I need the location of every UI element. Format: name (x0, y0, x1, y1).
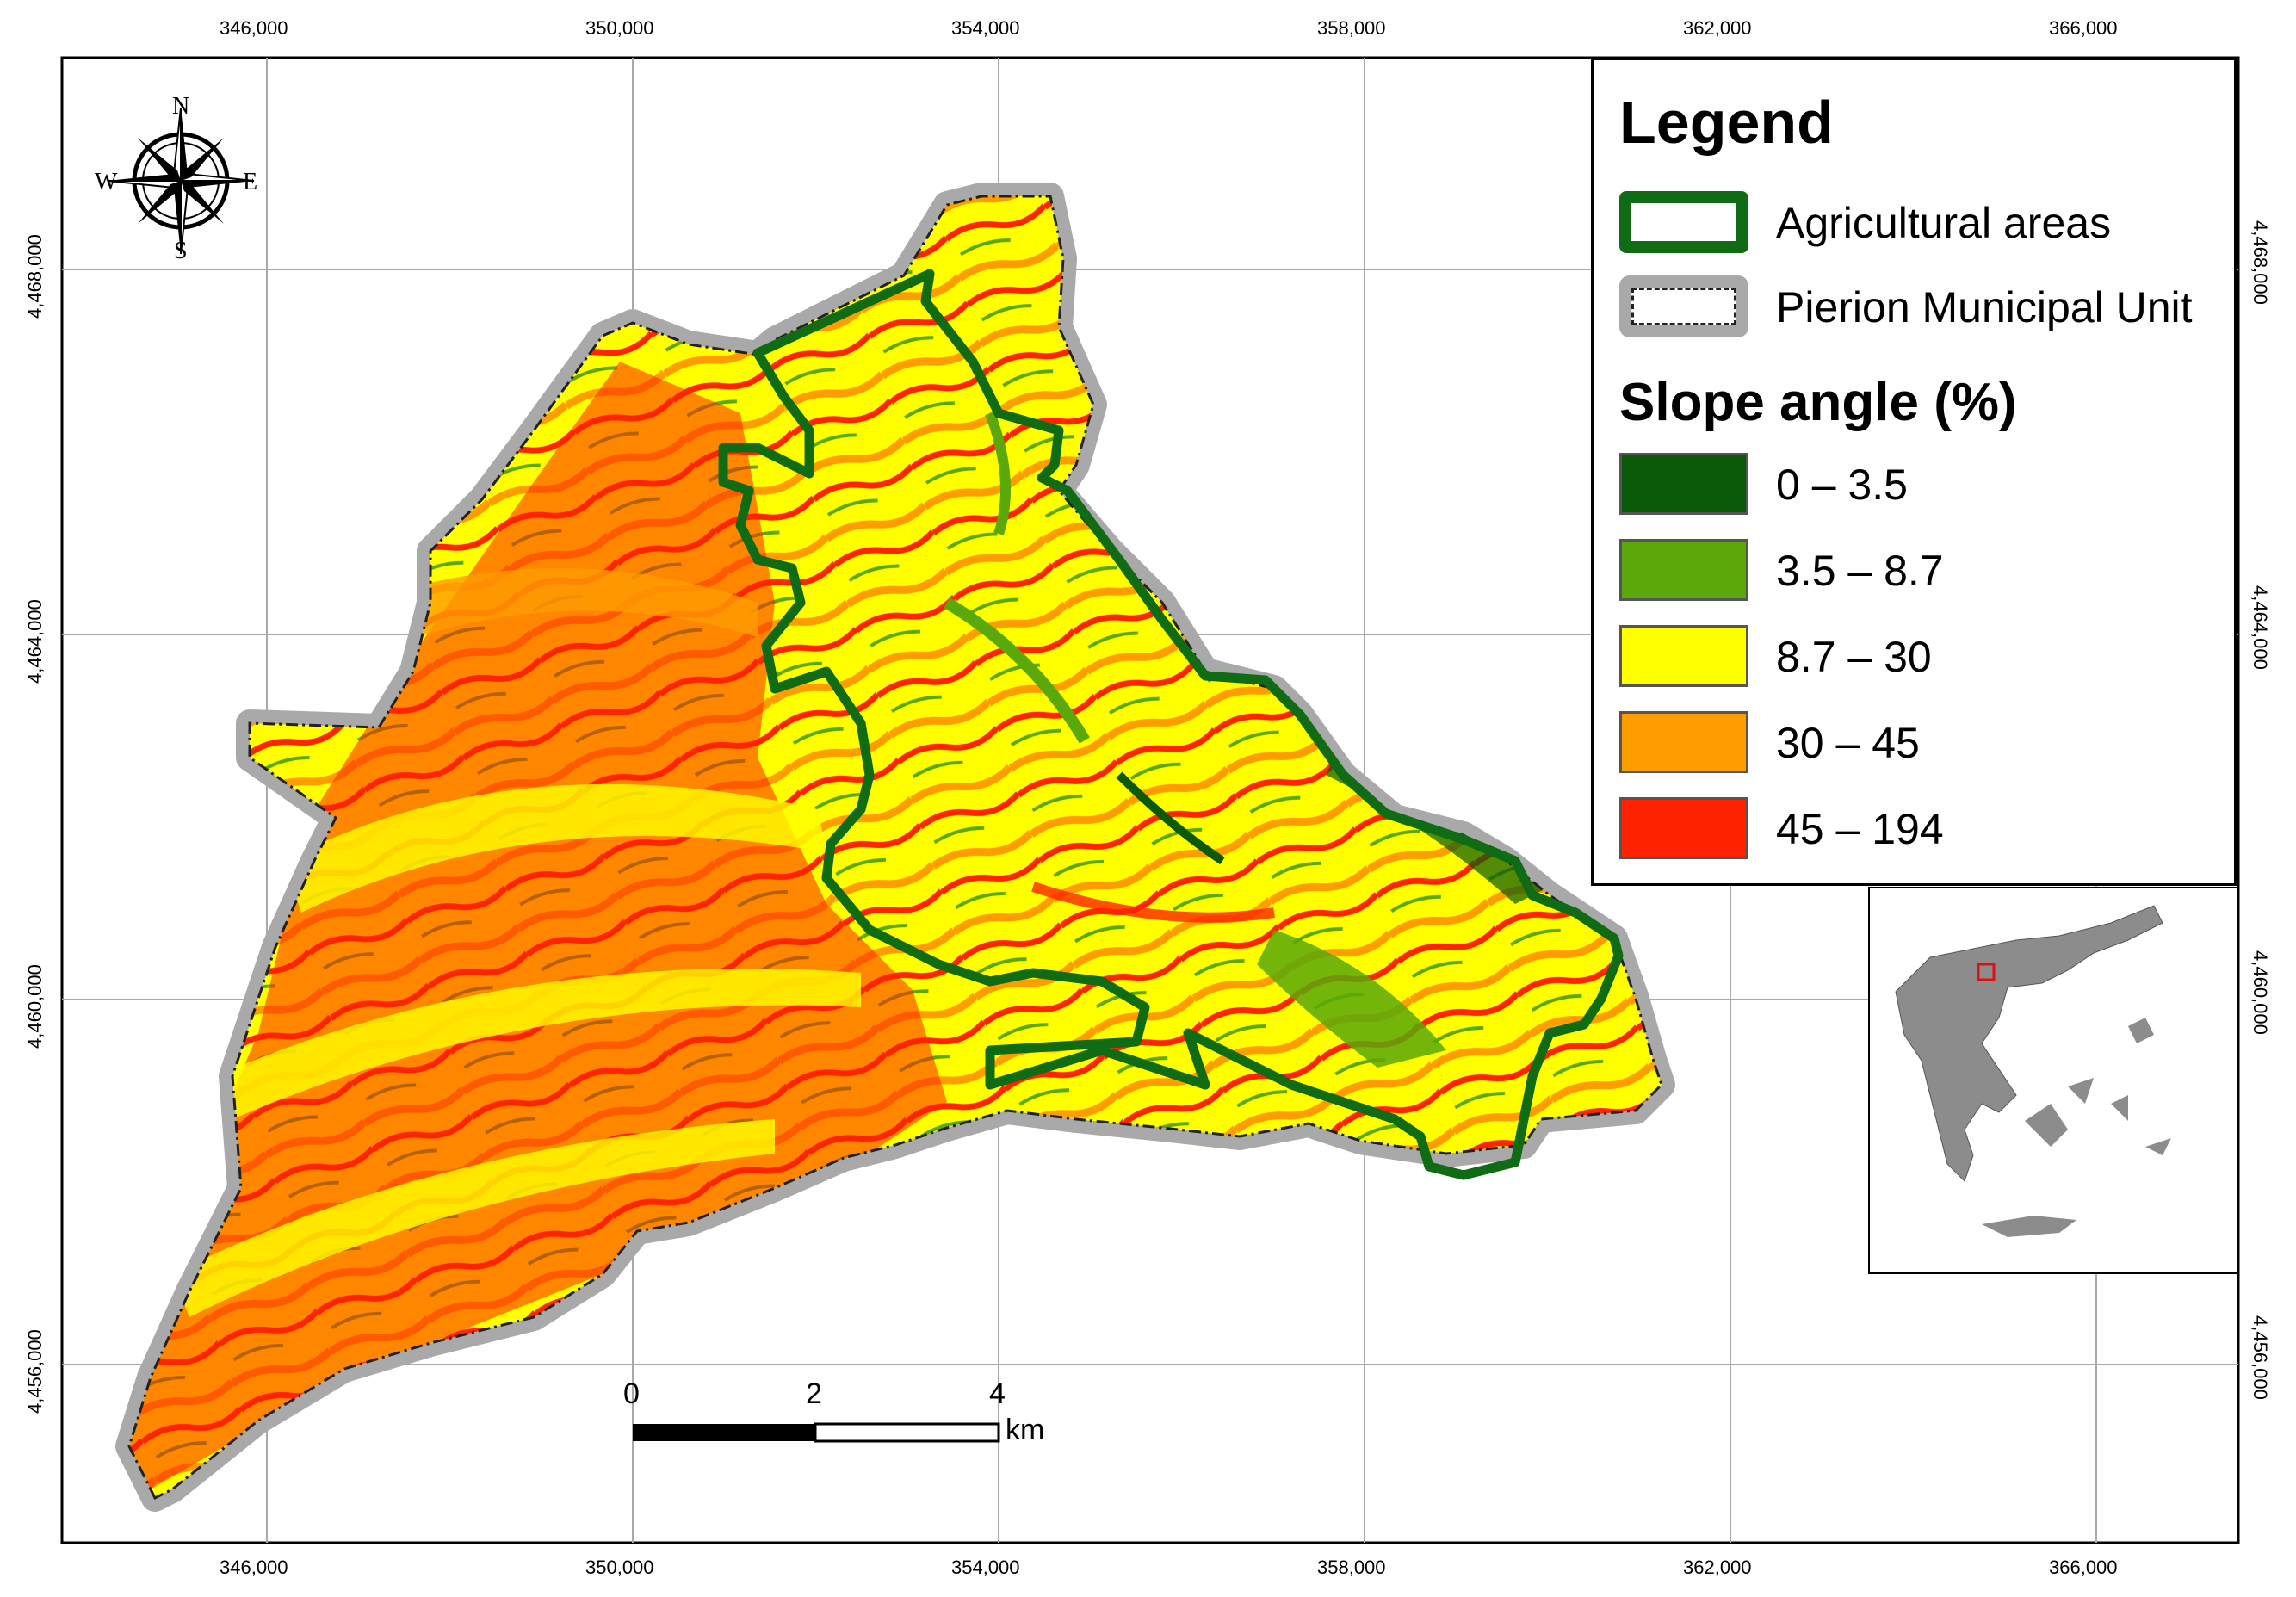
legend-item-slope: 45 – 194 (1619, 797, 2222, 866)
x-tick-label: 358,000 (1317, 17, 1386, 39)
x-tick-label: 362,000 (1683, 17, 1752, 39)
legend-label: 30 – 45 (1776, 719, 1920, 767)
y-tick-label: 4,468,000 (2250, 220, 2271, 305)
x-tick-label: 362,000 (1683, 1557, 1752, 1578)
scale-unit: km (1006, 1414, 1045, 1446)
slope-swatch (1619, 711, 1748, 773)
y-tick-label: 4,460,000 (24, 964, 46, 1049)
scale-bar (633, 1422, 1000, 1443)
legend-item-slope: 0 – 3.5 (1619, 453, 2222, 522)
x-tick-label: 346,000 (220, 17, 288, 39)
compass-west-label: W (95, 169, 118, 195)
legend-label: 45 – 194 (1776, 805, 1944, 853)
x-tick-label: 366,000 (2049, 17, 2118, 39)
legend-item-slope: 30 – 45 (1619, 711, 2222, 780)
agricultural-swatch (1619, 191, 1748, 253)
y-tick-label: 4,460,000 (2250, 950, 2271, 1035)
legend-label: Agricultural areas (1776, 199, 2112, 247)
x-tick-label: 350,000 (585, 1557, 654, 1578)
y-tick-label: 4,456,000 (24, 1329, 46, 1414)
slope-swatch (1619, 539, 1748, 601)
y-tick-label: 4,456,000 (2250, 1315, 2271, 1400)
compass-rose-icon (107, 107, 255, 255)
inset-map-greece (1868, 887, 2238, 1274)
compass-east-label: E (243, 169, 258, 195)
slope-swatch (1619, 453, 1748, 515)
legend-label: Pierion Municipal Unit (1776, 283, 2193, 331)
compass-south-label: S (174, 238, 188, 264)
study-area-marker (1977, 963, 1996, 981)
legend-panel: Legend Agricultural areas Pierion Munici… (1591, 58, 2237, 886)
slope-swatch (1619, 625, 1748, 687)
compass-north-label: N (172, 93, 190, 120)
x-tick-label: 366,000 (2049, 1557, 2118, 1578)
x-tick-label: 354,000 (951, 17, 1020, 39)
x-tick-label: 350,000 (585, 17, 654, 39)
legend-item-agricultural: Agricultural areas (1619, 191, 2222, 260)
x-tick-label: 346,000 (220, 1557, 288, 1578)
scale-label-0: 0 (623, 1377, 640, 1410)
scale-label-4: 4 (989, 1377, 1006, 1410)
slope-swatch (1619, 797, 1748, 859)
legend-label: 8.7 – 30 (1776, 633, 1932, 681)
y-tick-label: 4,468,000 (24, 234, 46, 319)
legend-label: 0 – 3.5 (1776, 461, 1908, 509)
legend-item-slope: 3.5 – 8.7 (1619, 539, 2222, 608)
x-tick-label: 354,000 (951, 1557, 1020, 1578)
agricultural-areas-outline (718, 269, 1624, 1180)
legend-title: Legend (1619, 89, 1834, 156)
y-tick-label: 4,464,000 (24, 599, 46, 684)
legend-label: 3.5 – 8.7 (1776, 547, 1944, 595)
scale-label-2: 2 (806, 1377, 822, 1410)
greece-silhouette (1895, 905, 2171, 1237)
legend-item-pierion: Pierion Municipal Unit (1619, 275, 2222, 344)
legend-item-slope: 8.7 – 30 (1619, 625, 2222, 694)
slope-title: Slope angle (%) (1619, 373, 2017, 432)
y-tick-label: 4,464,000 (2250, 585, 2271, 670)
pierion-swatch (1619, 275, 1748, 337)
x-tick-label: 358,000 (1317, 1557, 1386, 1578)
